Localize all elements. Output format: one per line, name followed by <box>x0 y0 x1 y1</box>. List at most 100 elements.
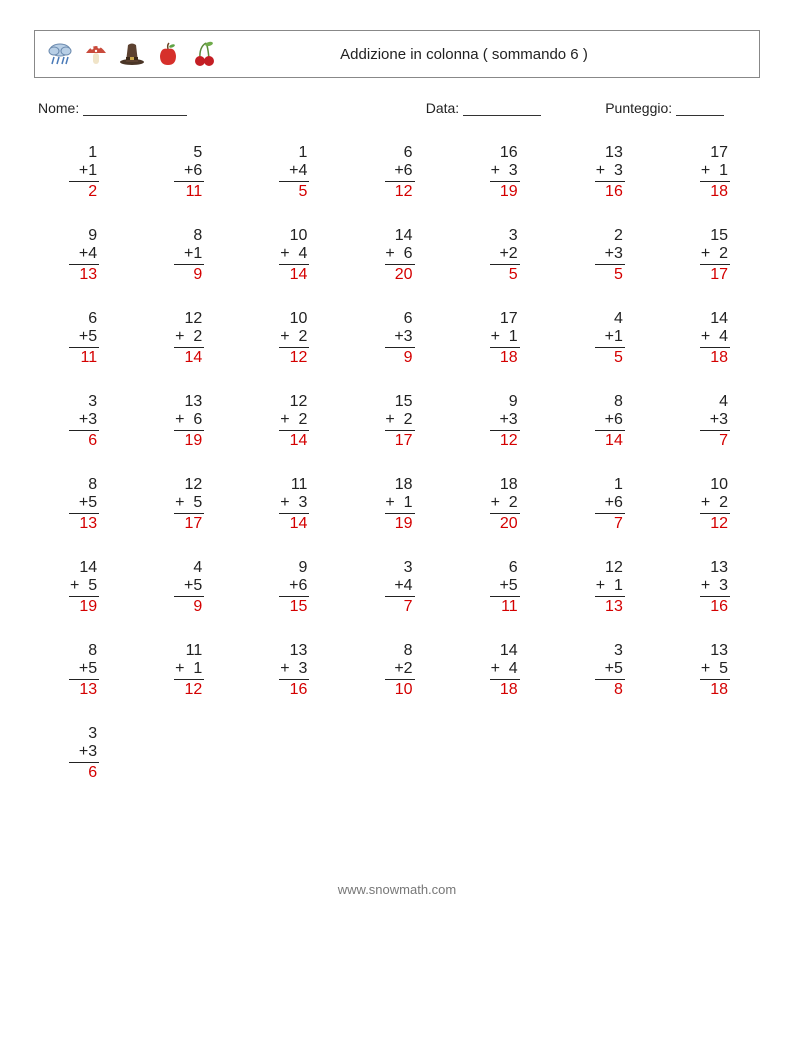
operand-top: 3 <box>88 725 99 743</box>
operand-top: 3 <box>614 642 625 660</box>
score-blank <box>676 102 724 116</box>
problem: 3+36 <box>36 393 127 450</box>
problem: 10+ 212 <box>667 476 758 533</box>
problem: 13+ 316 <box>246 642 337 699</box>
operand-bottom: + 3 <box>279 494 309 514</box>
operand-bottom: + 2 <box>700 494 730 514</box>
operand-top: 1 <box>299 144 310 162</box>
operand-bottom: +6 <box>595 411 625 431</box>
answer: 5 <box>509 265 520 284</box>
operand-top: 11 <box>186 642 205 660</box>
operand-top: 1 <box>88 144 99 162</box>
operand-bottom: +4 <box>279 162 309 182</box>
problem: 13+ 316 <box>667 559 758 616</box>
answer: 5 <box>614 348 625 367</box>
operand-top: 15 <box>710 227 730 245</box>
operand-bottom: + 2 <box>279 328 309 348</box>
operand-bottom: + 4 <box>700 328 730 348</box>
problem: 10+ 414 <box>246 227 337 284</box>
answer: 18 <box>710 680 730 699</box>
problem: 1+45 <box>246 144 337 201</box>
operand-top: 8 <box>88 642 99 660</box>
answer: 9 <box>193 597 204 616</box>
operand-bottom: + 3 <box>490 162 520 182</box>
problem: 8+614 <box>562 393 653 450</box>
operand-bottom: +6 <box>174 162 204 182</box>
answer: 8 <box>614 680 625 699</box>
problem: 6+511 <box>457 559 548 616</box>
operand-top: 15 <box>395 393 415 411</box>
operand-top: 14 <box>79 559 99 577</box>
apple-icon <box>153 39 183 69</box>
answer: 17 <box>184 514 204 533</box>
problem: 4+59 <box>141 559 232 616</box>
problem: 12+ 517 <box>141 476 232 533</box>
operand-bottom: +1 <box>595 328 625 348</box>
name-label: Nome: <box>38 100 79 116</box>
header-icons <box>45 39 219 69</box>
problem: 8+19 <box>141 227 232 284</box>
operand-bottom: +1 <box>174 245 204 265</box>
problem: 3+25 <box>457 227 548 284</box>
info-row: Nome: Data: Punteggio: <box>34 100 760 116</box>
operand-bottom: +4 <box>385 577 415 597</box>
problem: 16+ 319 <box>457 144 548 201</box>
answer: 18 <box>710 348 730 367</box>
operand-top: 2 <box>614 227 625 245</box>
answer: 17 <box>710 265 730 284</box>
header-box: Addizione in colonna ( sommando 6 ) <box>34 30 760 78</box>
problem: 13+ 316 <box>562 144 653 201</box>
answer: 19 <box>500 182 520 201</box>
operand-bottom: + 2 <box>279 411 309 431</box>
operand-bottom: +6 <box>279 577 309 597</box>
operand-top: 13 <box>710 559 730 577</box>
operand-bottom: + 4 <box>490 660 520 680</box>
answer: 5 <box>299 182 310 201</box>
problem: 8+513 <box>36 642 127 699</box>
operand-top: 10 <box>290 310 310 328</box>
problem: 1+12 <box>36 144 127 201</box>
answer: 18 <box>710 182 730 201</box>
answer: 13 <box>79 514 99 533</box>
problem: 9+312 <box>457 393 548 450</box>
answer: 14 <box>290 514 310 533</box>
operand-bottom: + 2 <box>174 328 204 348</box>
answer: 9 <box>404 348 415 367</box>
footer-text: www.snowmath.com <box>34 882 760 897</box>
operand-top: 13 <box>290 642 310 660</box>
operand-bottom: +6 <box>595 494 625 514</box>
operand-top: 13 <box>710 642 730 660</box>
operand-bottom: +5 <box>174 577 204 597</box>
problem: 18+ 220 <box>457 476 548 533</box>
answer: 7 <box>614 514 625 533</box>
operand-top: 14 <box>395 227 415 245</box>
date-blank <box>463 102 541 116</box>
problem: 5+611 <box>141 144 232 201</box>
problem: 6+39 <box>351 310 442 367</box>
answer: 13 <box>79 265 99 284</box>
operand-bottom: +3 <box>490 411 520 431</box>
operand-top: 3 <box>88 393 99 411</box>
answer: 14 <box>290 431 310 450</box>
answer: 16 <box>605 182 625 201</box>
operand-top: 9 <box>299 559 310 577</box>
operand-top: 8 <box>404 642 415 660</box>
operand-top: 13 <box>605 144 625 162</box>
answer: 18 <box>500 348 520 367</box>
operand-bottom: +3 <box>385 328 415 348</box>
problem: 17+ 118 <box>667 144 758 201</box>
answer: 10 <box>395 680 415 699</box>
problem: 14+ 418 <box>667 310 758 367</box>
operand-top: 12 <box>605 559 625 577</box>
operand-bottom: + 1 <box>385 494 415 514</box>
problem: 18+ 119 <box>351 476 442 533</box>
operand-top: 9 <box>509 393 520 411</box>
cherries-icon <box>189 39 219 69</box>
answer: 11 <box>81 348 100 367</box>
operand-bottom: +5 <box>69 328 99 348</box>
problem: 9+413 <box>36 227 127 284</box>
operand-top: 18 <box>500 476 520 494</box>
problem: 11+ 314 <box>246 476 337 533</box>
answer: 12 <box>395 182 415 201</box>
operand-bottom: +3 <box>69 411 99 431</box>
